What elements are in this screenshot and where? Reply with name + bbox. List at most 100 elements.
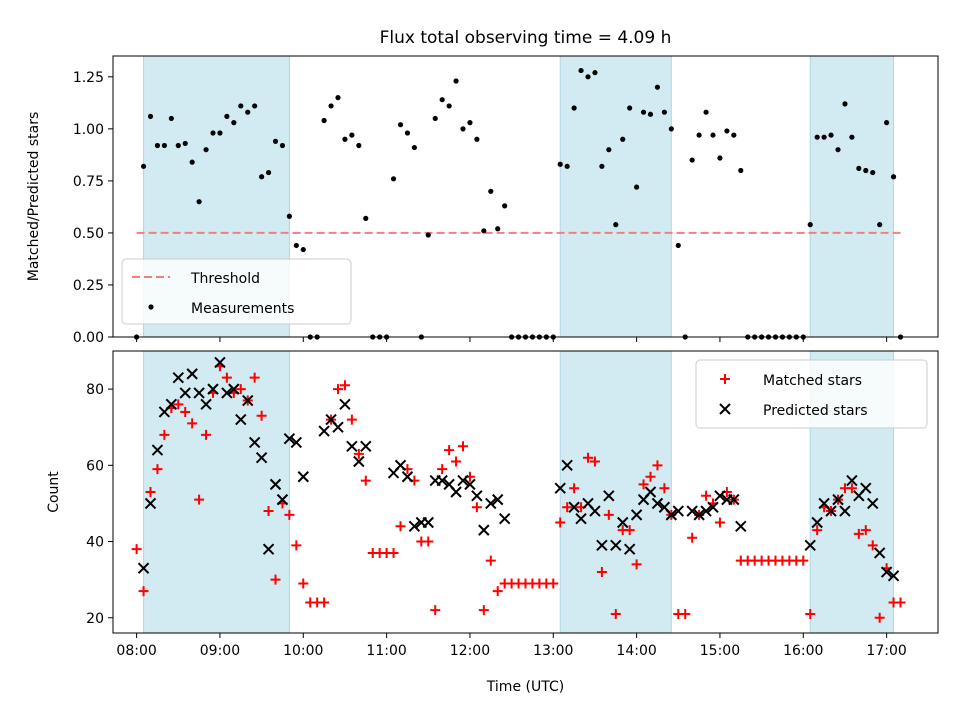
data-point <box>492 493 504 506</box>
data-point <box>647 111 654 117</box>
data-point <box>811 516 823 529</box>
data-point <box>196 199 202 205</box>
data-point <box>624 525 635 536</box>
data-point <box>731 132 737 138</box>
data-point <box>846 483 857 494</box>
x-tick-label: 14:00 <box>616 643 656 659</box>
data-point <box>144 497 157 510</box>
data-point <box>589 505 601 517</box>
x-tick-label: 09:00 <box>200 643 240 659</box>
data-point <box>724 128 730 134</box>
data-point <box>589 456 600 467</box>
y-tick-label: 1.00 <box>73 122 104 138</box>
data-point <box>870 169 876 176</box>
data-point <box>221 372 232 383</box>
data-point <box>437 464 448 475</box>
data-point <box>161 142 167 149</box>
data-point <box>474 136 480 142</box>
data-point <box>360 440 372 452</box>
data-point <box>276 493 289 506</box>
x-tick-label: 16:00 <box>783 643 823 659</box>
data-point <box>481 228 487 234</box>
data-point <box>290 436 303 449</box>
data-point <box>297 471 309 483</box>
x-tick-label: 17:00 <box>866 643 906 659</box>
legend-label: Matched stars <box>763 373 862 389</box>
y-tick-label: 40 <box>86 535 104 551</box>
data-point <box>502 203 508 209</box>
data-point <box>821 134 827 140</box>
data-point <box>249 372 260 383</box>
data-point <box>599 163 605 169</box>
data-point <box>457 474 469 487</box>
legend-label: Predicted stars <box>763 403 868 419</box>
data-point <box>583 452 593 463</box>
legend-measurements-swatch <box>148 304 154 310</box>
data-point <box>585 74 591 80</box>
data-point <box>735 520 747 533</box>
data-point <box>360 475 371 486</box>
data-point <box>182 140 188 147</box>
data-point <box>217 130 223 136</box>
data-point <box>701 490 712 501</box>
data-point <box>272 138 279 144</box>
data-point <box>339 398 351 411</box>
data-point <box>245 109 251 115</box>
data-point <box>860 482 872 494</box>
data-point <box>430 605 441 616</box>
data-point <box>814 134 820 140</box>
data-point <box>696 132 702 138</box>
data-point <box>623 543 636 555</box>
observing-window <box>143 350 290 634</box>
data-point <box>300 246 306 253</box>
data-point <box>596 567 607 578</box>
data-point <box>710 132 716 138</box>
data-point <box>165 398 178 411</box>
data-point <box>568 501 580 513</box>
data-point <box>242 394 254 407</box>
data-point <box>298 578 309 589</box>
data-point <box>173 399 184 410</box>
data-point <box>707 501 719 513</box>
data-point <box>564 163 570 169</box>
data-point <box>284 509 295 520</box>
data-point <box>645 471 656 482</box>
data-point <box>131 544 142 555</box>
y-axis-label-ratio: Matched/Predicted stars <box>26 112 42 282</box>
observing-window <box>809 55 895 338</box>
data-point <box>286 213 292 219</box>
data-point <box>259 174 265 180</box>
data-point <box>235 413 247 426</box>
data-point <box>867 497 879 510</box>
data-point <box>867 540 878 551</box>
data-point <box>262 543 275 555</box>
data-point <box>265 169 272 176</box>
data-point <box>828 132 834 138</box>
data-point <box>610 539 622 552</box>
data-point <box>401 471 414 483</box>
data-point <box>603 490 615 502</box>
data-point <box>210 130 216 136</box>
data-point <box>283 432 296 445</box>
data-point <box>450 486 462 498</box>
data-point <box>832 493 844 506</box>
data-point <box>422 516 434 529</box>
data-point <box>495 226 501 232</box>
data-point <box>228 383 240 395</box>
data-point <box>631 559 642 570</box>
data-point <box>189 159 195 165</box>
x-axis-label: Time (UTC) <box>486 679 564 695</box>
x-tick-label: 08:00 <box>116 643 156 659</box>
data-point <box>397 122 404 128</box>
data-point <box>485 555 496 566</box>
data-point <box>596 539 608 552</box>
data-point <box>270 574 281 585</box>
y-tick-label: 0.25 <box>73 278 104 294</box>
y-axis-ticks-ratio: 0.00 0.25 0.50 0.75 1.00 1.25 <box>73 70 113 346</box>
data-point <box>555 517 566 528</box>
data-point <box>214 356 226 369</box>
y-axis-ticks-count: 20 40 60 80 <box>86 382 113 627</box>
data-point <box>180 406 191 417</box>
y-tick-label: 20 <box>86 611 104 627</box>
data-point <box>661 109 667 115</box>
